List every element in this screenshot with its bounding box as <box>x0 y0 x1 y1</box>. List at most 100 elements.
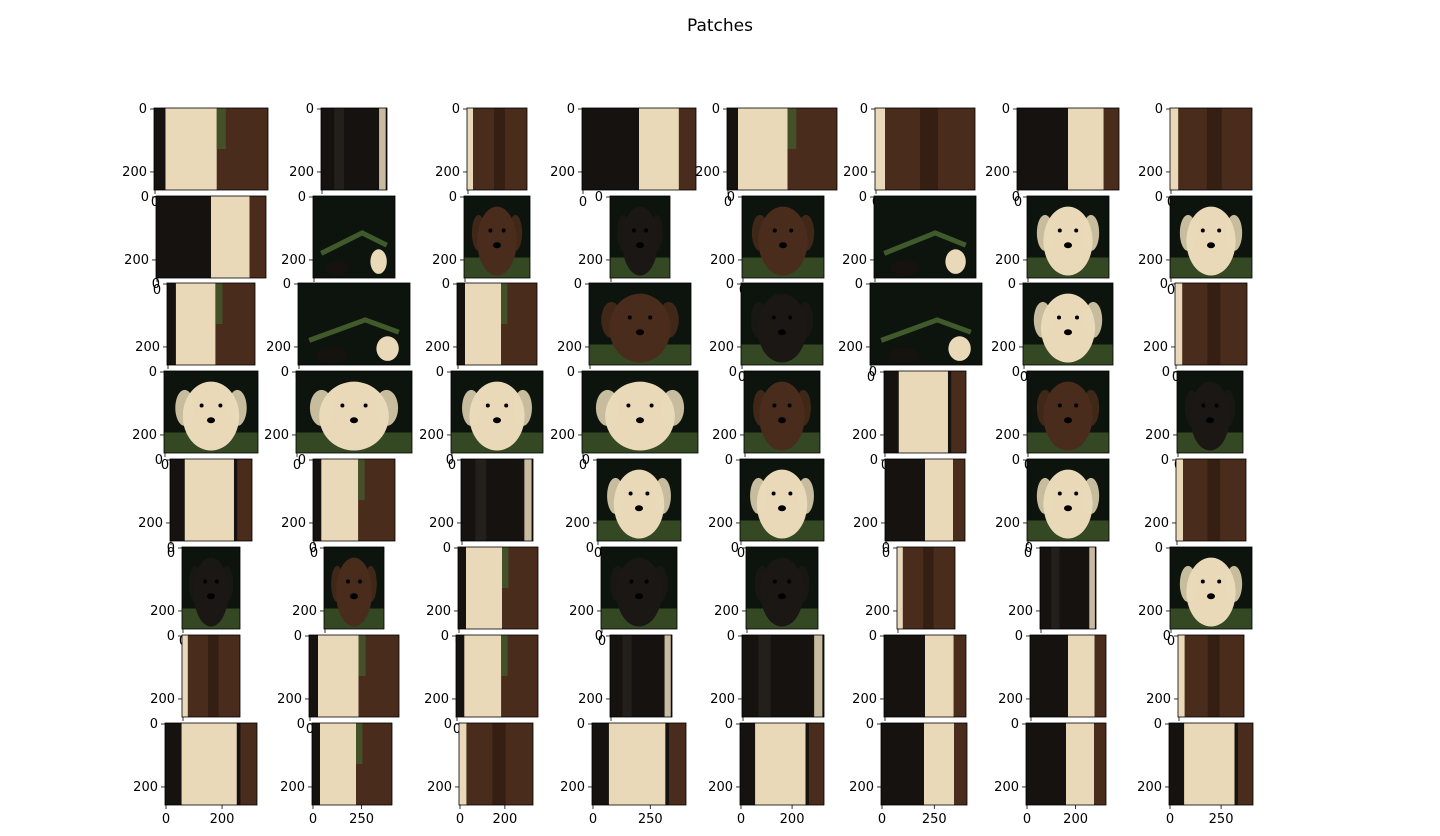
x-tick-label: 250 <box>922 812 947 827</box>
patch-image <box>461 459 533 541</box>
axes-frame <box>458 722 534 806</box>
x-tick-label: 0 <box>448 458 456 473</box>
axes-frame <box>880 722 968 806</box>
y-tick-label: 200 <box>709 340 734 355</box>
x-tick-label: 0 <box>882 546 890 561</box>
y-tick-label: 200 <box>1008 604 1033 619</box>
patch-image <box>610 635 672 717</box>
patch-image <box>1170 108 1252 190</box>
patch-image <box>597 459 681 541</box>
patch-image <box>1026 723 1106 805</box>
axes-frame <box>1016 107 1120 191</box>
y-tick-label: 0 <box>309 541 317 556</box>
y-tick-label: 0 <box>1160 277 1168 292</box>
y-tick-label: 0 <box>859 190 867 205</box>
y-tick-label: 200 <box>569 604 594 619</box>
x-tick-label: 0 <box>579 195 587 210</box>
patch-image <box>589 283 691 365</box>
y-tick-label: 0 <box>1012 190 1020 205</box>
y-tick-label: 0 <box>150 717 158 732</box>
y-tick-label: 200 <box>1143 340 1168 355</box>
patch-image <box>457 283 537 365</box>
y-tick-label: 200 <box>432 253 457 268</box>
axes-frame <box>312 458 396 542</box>
patch-panel: 0 200 0 250 <box>1137 717 1254 827</box>
axes-frame <box>883 370 967 454</box>
y-tick-label: 200 <box>985 165 1010 180</box>
x-tick-label: 200 <box>492 812 517 827</box>
patch-image <box>1027 371 1109 453</box>
y-tick-label: 0 <box>141 190 149 205</box>
y-tick-label: 200 <box>710 253 735 268</box>
axes-frame <box>181 546 241 630</box>
x-tick-label: 0 <box>1172 370 1180 385</box>
axes-frame <box>1169 546 1253 630</box>
x-tick-label: 250 <box>638 812 663 827</box>
y-tick-label: 200 <box>994 780 1019 795</box>
patch-image <box>1169 723 1253 805</box>
axes-frame <box>456 282 538 366</box>
axes-frame <box>1177 634 1245 718</box>
axes-frame <box>1176 370 1244 454</box>
x-tick-label: 0 <box>161 458 169 473</box>
y-tick-label: 0 <box>567 365 575 380</box>
patch-panel: 0 200 0 200 <box>427 717 534 827</box>
y-tick-label: 200 <box>578 253 603 268</box>
patch-image <box>464 196 530 278</box>
x-tick-label: 0 <box>293 458 301 473</box>
x-tick-label: 0 <box>456 812 464 827</box>
patch-image <box>1023 283 1113 365</box>
y-tick-label: 200 <box>991 340 1016 355</box>
y-tick-label: 0 <box>298 453 306 468</box>
x-tick-label: 0 <box>594 546 602 561</box>
y-tick-label: 0 <box>866 717 874 732</box>
x-tick-label: 0 <box>598 634 606 649</box>
y-tick-label: 0 <box>729 365 737 380</box>
axes-frame <box>741 195 825 279</box>
y-tick-label: 200 <box>849 780 874 795</box>
y-tick-label: 0 <box>574 277 582 292</box>
patch-panel: 0 200 0 200 <box>133 717 258 827</box>
y-tick-label: 0 <box>446 453 454 468</box>
patch-image <box>165 723 257 805</box>
axes-frame <box>743 370 821 454</box>
patch-image <box>156 196 266 278</box>
y-tick-label: 200 <box>122 165 147 180</box>
patch-image <box>164 371 258 453</box>
y-tick-label: 0 <box>306 102 314 117</box>
y-tick-label: 0 <box>152 277 160 292</box>
y-tick-label: 0 <box>1011 717 1019 732</box>
patch-image <box>740 723 824 805</box>
patch-image <box>742 635 824 717</box>
patch-image <box>313 459 395 541</box>
y-tick-label: 0 <box>577 717 585 732</box>
patch-image <box>167 283 255 365</box>
y-tick-label: 200 <box>1138 253 1163 268</box>
x-tick-label: 0 <box>737 812 745 827</box>
axes-frame <box>323 546 385 630</box>
y-tick-label: 0 <box>1163 629 1171 644</box>
axes-frame <box>588 282 692 366</box>
patch-panel: 0 200 0 250 <box>849 717 968 827</box>
y-tick-label: 0 <box>281 365 289 380</box>
x-tick-label: 250 <box>1209 812 1234 827</box>
patch-panel: 0 200 0 250 <box>280 717 393 827</box>
axes-frame <box>884 458 966 542</box>
patch-image <box>467 108 527 190</box>
y-tick-label: 0 <box>167 541 175 556</box>
y-tick-label: 200 <box>714 604 739 619</box>
y-tick-label: 200 <box>429 516 454 531</box>
axes-frame <box>320 107 388 191</box>
